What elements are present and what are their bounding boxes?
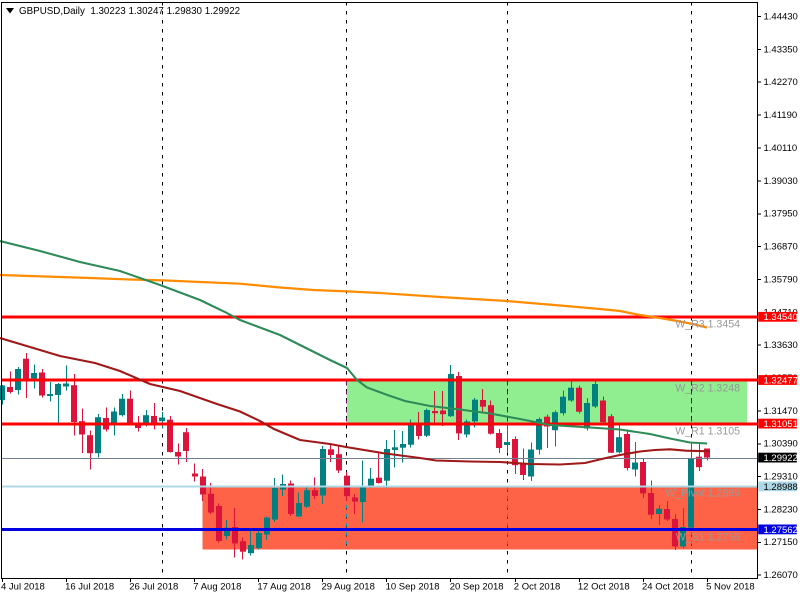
svg-text:1.29310: 1.29310: [764, 472, 798, 483]
svg-text:1.41190: 1.41190: [764, 110, 798, 121]
svg-text:12 Oct 2018: 12 Oct 2018: [578, 582, 630, 593]
svg-text:1.29922: 1.29922: [764, 453, 798, 464]
svg-text:7 Aug 2018: 7 Aug 2018: [193, 582, 241, 593]
svg-text:1.35790: 1.35790: [764, 274, 798, 285]
svg-text:1.28230: 1.28230: [764, 504, 798, 515]
svg-text:1.39030: 1.39030: [764, 176, 798, 187]
svg-text:2 Oct 2018: 2 Oct 2018: [514, 582, 560, 593]
svg-text:1.31051: 1.31051: [764, 419, 798, 430]
svg-text:1.32477: 1.32477: [764, 375, 798, 386]
svg-text:W_R1 1.3105: W_R1 1.3105: [675, 426, 740, 438]
svg-text:1.40110: 1.40110: [764, 143, 798, 154]
svg-text:16 Jul 2018: 16 Jul 2018: [65, 582, 114, 593]
svg-text:GBPUSD,Daily 1.30223 1.30247: GBPUSD,Daily 1.30223 1.30247 1.29830 1.2…: [19, 6, 240, 17]
svg-text:W_S1 1.2756: W_S1 1.2756: [676, 532, 740, 544]
svg-text:W_Pivot 1.2899: W_Pivot 1.2899: [665, 488, 740, 500]
svg-text:10 Sep 2018: 10 Sep 2018: [386, 582, 440, 593]
svg-text:20 Sep 2018: 20 Sep 2018: [450, 582, 504, 593]
svg-text:1.43350: 1.43350: [764, 44, 798, 55]
svg-text:17 Aug 2018: 17 Aug 2018: [257, 582, 310, 593]
svg-text:1.33630: 1.33630: [764, 340, 798, 351]
svg-text:1.42270: 1.42270: [764, 77, 798, 88]
svg-text:1.27562: 1.27562: [764, 525, 798, 536]
svg-text:1.34540: 1.34540: [764, 312, 798, 323]
svg-text:29 Aug 2018: 29 Aug 2018: [322, 582, 375, 593]
svg-text:1.31470: 1.31470: [764, 406, 798, 417]
svg-text:W_R2 1.3248: W_R2 1.3248: [675, 383, 740, 395]
svg-text:24 Oct 2018: 24 Oct 2018: [642, 582, 694, 593]
svg-text:1.27150: 1.27150: [764, 537, 798, 548]
svg-text:1.36870: 1.36870: [764, 242, 798, 253]
svg-text:26 Jul 2018: 26 Jul 2018: [129, 582, 178, 593]
svg-text:5 Nov 2018: 5 Nov 2018: [706, 582, 755, 593]
svg-text:1.37950: 1.37950: [764, 209, 798, 220]
svg-text:1.28988: 1.28988: [764, 482, 798, 493]
svg-text:W_R3 1.3454: W_R3 1.3454: [675, 319, 740, 331]
svg-text:1.30390: 1.30390: [764, 439, 798, 450]
svg-text:1.26070: 1.26070: [764, 570, 798, 581]
svg-text:1.44430: 1.44430: [764, 11, 798, 22]
svg-text:4 Jul 2018: 4 Jul 2018: [1, 582, 45, 593]
